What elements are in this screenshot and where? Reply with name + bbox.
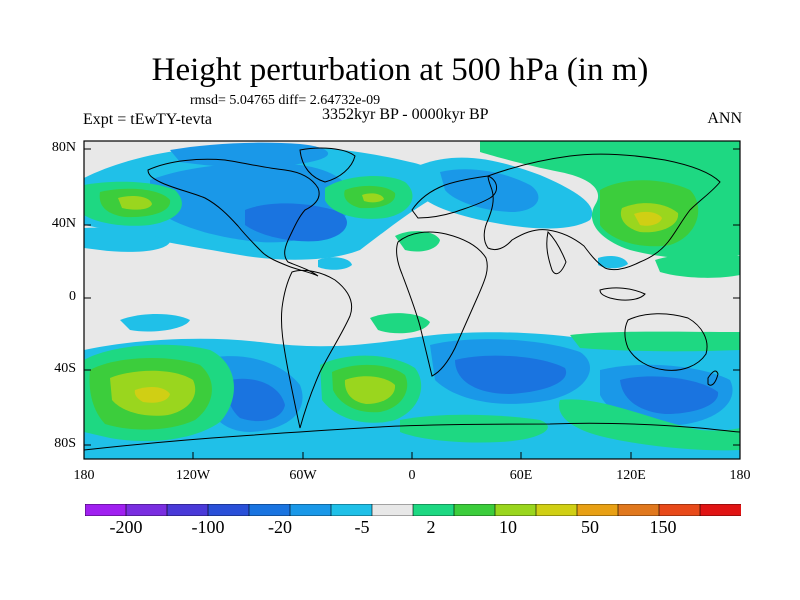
colorbar-swatch-7 [372, 504, 414, 516]
lon-label-180e: 180 [710, 468, 770, 484]
colorbar-label-m100: -100 [178, 517, 238, 538]
colorbar-label-m20: -20 [250, 517, 310, 538]
lon-label-180w: 180 [54, 468, 114, 484]
colorbar-swatch-1 [126, 504, 168, 516]
lon-label-120w: 120W [163, 468, 223, 484]
lon-label-60e: 60E [491, 468, 551, 484]
colorbar-swatch-10 [495, 504, 537, 516]
experiment-label: Expt = tEwTY-tevta [83, 111, 212, 129]
colorbar-swatch-14 [659, 504, 701, 516]
colorbar-label-50: 50 [560, 517, 620, 538]
colorbar-swatch-13 [618, 504, 660, 516]
colorbar-swatch-0 [85, 504, 127, 516]
colorbar-swatch-15 [700, 504, 741, 516]
lon-label-120e: 120E [601, 468, 661, 484]
colorbar-swatch-3 [208, 504, 250, 516]
colorbar-label-2: 2 [401, 517, 461, 538]
lat-label-40n: 40N [32, 216, 76, 232]
lat-label-80s: 80S [32, 436, 76, 452]
lat-label-0: 0 [32, 289, 76, 305]
colorbar-swatch-11 [536, 504, 578, 516]
colorbar-label-m5: -5 [332, 517, 392, 538]
colorbar-swatch-8 [413, 504, 455, 516]
colorbar-label-10: 10 [478, 517, 538, 538]
colorbar-swatch-2 [167, 504, 209, 516]
period-label: 3352kyr BP - 0000kyr BP [322, 106, 489, 124]
season-label: ANN [707, 110, 742, 128]
colorbar-swatch-6 [331, 504, 373, 516]
lon-label-60w: 60W [273, 468, 333, 484]
lon-label-0: 0 [382, 468, 442, 484]
contour-pos-south-atlantic-high [570, 332, 740, 352]
colorbar [85, 504, 741, 516]
colorbar-swatch-12 [577, 504, 619, 516]
colorbar-swatch-5 [290, 504, 332, 516]
colorbar-swatch-4 [249, 504, 291, 516]
colorbar-label-m200: -200 [96, 517, 156, 538]
colorbar-swatch-9 [454, 504, 496, 516]
lat-label-80n: 80N [32, 140, 76, 156]
colorbar-label-150: 150 [633, 517, 693, 538]
lat-label-40s: 40S [32, 361, 76, 377]
figure-title: Height perturbation at 500 hPa (in m) [0, 52, 800, 89]
